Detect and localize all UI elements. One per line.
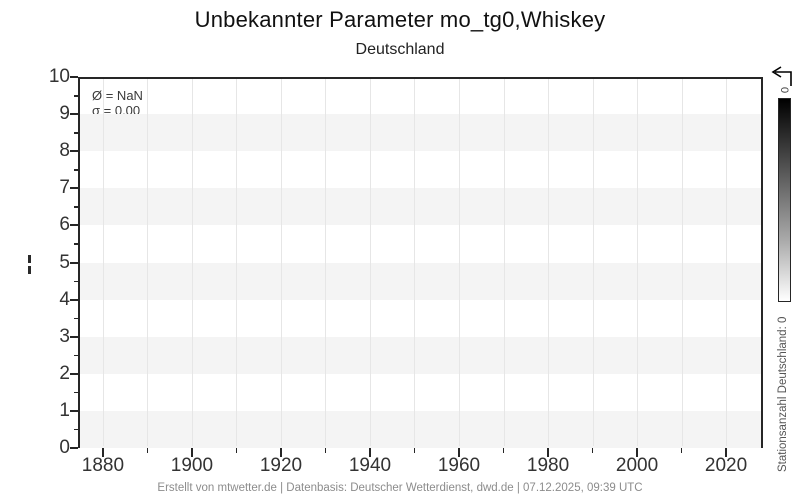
y-minor-tick bbox=[74, 354, 78, 357]
vertical-gridline bbox=[325, 79, 327, 446]
plot-shaded-band bbox=[80, 114, 761, 152]
y-major-tick bbox=[70, 76, 78, 78]
vertical-gridline bbox=[681, 79, 683, 446]
y-minor-tick bbox=[74, 132, 78, 134]
vertical-gridline bbox=[102, 79, 104, 446]
x-tick-label: 2000 bbox=[615, 455, 659, 476]
y-tick-label: 2 bbox=[59, 362, 70, 384]
y-minor-tick bbox=[74, 317, 78, 320]
plot-shaded-band bbox=[80, 410, 761, 448]
x-minor-tick bbox=[591, 448, 594, 453]
x-minor-tick bbox=[146, 448, 149, 453]
x-tick-label: 1900 bbox=[170, 455, 214, 476]
vertical-gridline bbox=[369, 79, 371, 446]
x-major-tick bbox=[101, 448, 104, 457]
colorbar-tick-label: 0 bbox=[778, 86, 790, 94]
y-tick-label: 7 bbox=[59, 177, 70, 199]
y-axis-label-marks bbox=[28, 255, 32, 277]
vertical-gridline bbox=[191, 79, 193, 446]
x-major-tick bbox=[190, 448, 193, 457]
x-major-tick bbox=[547, 448, 550, 457]
x-major-tick bbox=[368, 448, 371, 457]
x-tick-label: 2020 bbox=[704, 455, 748, 476]
y-major-tick bbox=[70, 150, 78, 153]
y-major-tick bbox=[70, 187, 78, 190]
mean-annotation: Ø = NaN bbox=[92, 88, 143, 103]
colorbar bbox=[778, 98, 791, 302]
vertical-gridline bbox=[592, 79, 594, 446]
colorbar-label: Stationsanzahl Deutschland: 0 bbox=[777, 316, 789, 472]
x-tick-label: 1920 bbox=[259, 455, 303, 476]
vertical-gridline bbox=[236, 79, 238, 446]
colorbar-overflow-arrow-icon bbox=[771, 66, 792, 86]
chart-subtitle: Deutschland bbox=[355, 41, 445, 58]
vertical-gridline bbox=[726, 79, 728, 446]
x-tick-label: 1960 bbox=[437, 455, 481, 476]
x-minor-tick bbox=[413, 448, 416, 453]
y-tick-label: 10 bbox=[48, 66, 70, 87]
y-minor-tick bbox=[74, 391, 78, 394]
vertical-gridline bbox=[503, 79, 505, 446]
y-major-tick bbox=[70, 298, 78, 301]
x-tick-label: 1940 bbox=[348, 455, 392, 476]
y-tick-label: 4 bbox=[59, 288, 70, 310]
vertical-gridline bbox=[147, 79, 149, 446]
vertical-gridline bbox=[280, 79, 282, 446]
plot-area: Ø = NaN σ = 0.00 bbox=[78, 77, 763, 448]
x-minor-tick bbox=[324, 448, 327, 453]
y-tick-label: 6 bbox=[59, 214, 70, 236]
plot-shaded-band bbox=[80, 262, 761, 300]
chart-title: Unbekannter Parameter mo_tg0,Whiskey bbox=[194, 7, 606, 32]
y-major-tick bbox=[70, 261, 78, 264]
y-minor-tick bbox=[74, 243, 78, 245]
vertical-gridline bbox=[637, 79, 639, 446]
y-major-tick bbox=[70, 447, 78, 449]
y-minor-tick bbox=[74, 95, 78, 97]
x-major-tick bbox=[636, 448, 639, 457]
plot-shaded-band bbox=[80, 188, 761, 226]
attribution-footer: Erstellt von mtwetter.de | Datenbasis: D… bbox=[157, 482, 643, 494]
plot-shaded-band bbox=[80, 336, 761, 374]
x-major-tick bbox=[458, 448, 460, 457]
x-minor-tick bbox=[502, 448, 505, 453]
y-minor-tick bbox=[74, 428, 78, 431]
y-tick-label: 1 bbox=[59, 399, 70, 421]
y-major-tick bbox=[70, 372, 78, 375]
y-tick-label: 9 bbox=[59, 103, 70, 125]
y-major-tick bbox=[70, 335, 78, 338]
vertical-gridline bbox=[459, 79, 460, 446]
y-tick-label: 5 bbox=[59, 251, 70, 273]
x-major-tick bbox=[725, 448, 728, 457]
x-minor-tick bbox=[680, 448, 683, 453]
x-tick-label: 1980 bbox=[526, 455, 570, 476]
y-minor-tick bbox=[74, 206, 78, 208]
x-major-tick bbox=[279, 448, 282, 457]
y-major-tick bbox=[70, 409, 78, 412]
y-tick-label: 8 bbox=[59, 140, 70, 162]
y-major-tick bbox=[70, 224, 78, 227]
vertical-gridline bbox=[548, 79, 550, 446]
y-minor-tick bbox=[74, 280, 78, 283]
y-tick-label: 3 bbox=[59, 325, 70, 347]
vertical-gridline bbox=[414, 79, 416, 446]
y-minor-tick bbox=[74, 169, 78, 171]
y-major-tick bbox=[70, 113, 78, 116]
x-tick-label: 1880 bbox=[81, 455, 125, 476]
x-minor-tick bbox=[235, 448, 238, 453]
y-tick-label: 0 bbox=[59, 437, 70, 458]
